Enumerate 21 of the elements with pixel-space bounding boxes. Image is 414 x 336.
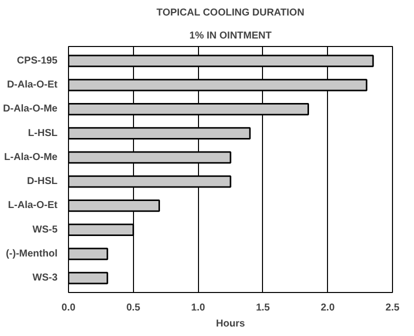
y-tick-label: WS-3: [32, 272, 58, 284]
y-tick-label: (-)-Menthol: [6, 248, 58, 260]
bar: [68, 272, 108, 284]
y-tick-label: WS-5: [32, 224, 58, 236]
y-tick-label: L-HSL: [28, 128, 58, 139]
y-tick-label: D-Ala-O-Et: [6, 80, 58, 91]
y-tick-label: L-Ala-O-Et: [8, 200, 58, 212]
bar: [68, 248, 108, 260]
x-tick-label: 2.5: [386, 302, 400, 314]
x-tick-label: 1.5: [256, 302, 270, 314]
y-tick-label: L-Ala-O-Me: [4, 152, 58, 163]
x-tick-label: 1.0: [191, 302, 206, 314]
x-tick-label: 0.5: [126, 302, 141, 314]
y-tick-label: D-HSL: [26, 176, 58, 188]
x-tick-label: 0.0: [62, 302, 76, 314]
chart-title: TOPICAL COOLING DURATION: [156, 8, 304, 18]
chart-subtitle: 1% IN OINTMENT: [189, 30, 272, 42]
y-tick-label: CPS-195: [16, 55, 58, 66]
x-axis-title: Hours: [216, 318, 246, 330]
y-tick-label: D-Ala-O-Me: [3, 104, 58, 115]
x-tick-label: 2.0: [320, 302, 336, 314]
